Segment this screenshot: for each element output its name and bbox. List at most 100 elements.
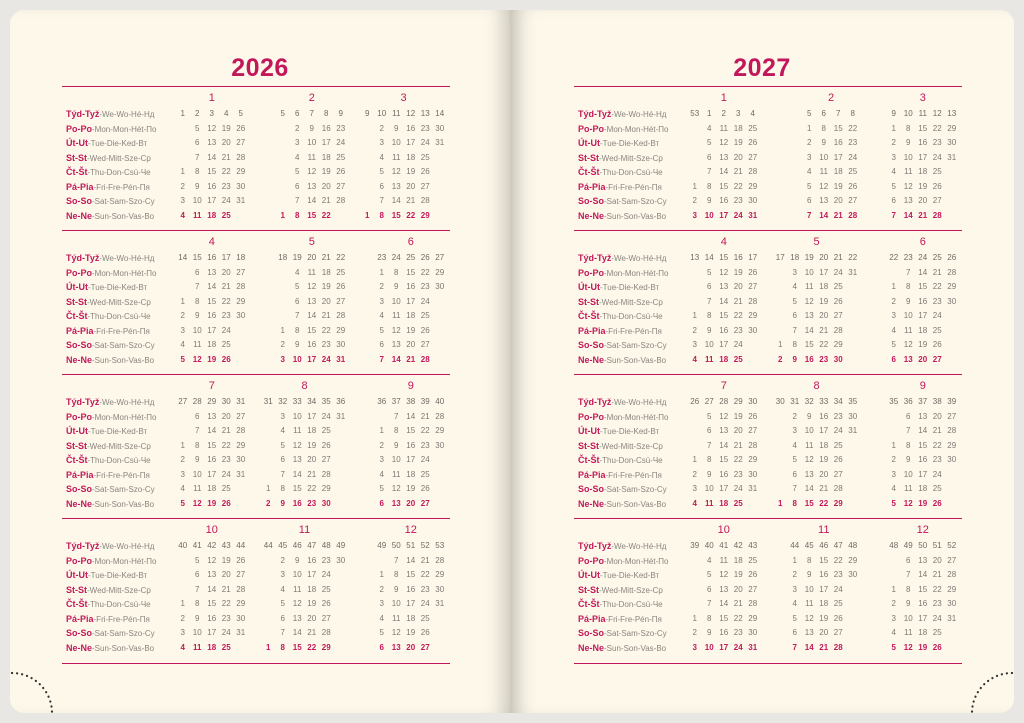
row-label-translations: -Sun-Son-Vas-Во [92, 499, 155, 509]
day-cell: 7 [379, 354, 384, 364]
day-cell: 13 [292, 455, 302, 464]
day-cell: 27 [947, 555, 957, 565]
day-cell: 30 [435, 282, 445, 291]
day-cell: 11 [904, 167, 913, 176]
day-cell: 8 [195, 440, 200, 450]
day-cell: 14 [391, 354, 401, 364]
tuesday-row: 6 13 20 27 [688, 424, 761, 439]
week-number: 17 [775, 253, 785, 262]
week-number: 18 [278, 253, 288, 262]
day-cell: 28 [947, 426, 957, 435]
week-number: 39 [947, 397, 957, 406]
row-label-translations: -Thu-Don-Csü-Че [87, 312, 151, 321]
day-cell: 9 [394, 123, 399, 133]
row-label-translations: -Sun-Son-Vas-Во [604, 643, 667, 653]
sunday-row: 3 10 17 24 31 [688, 209, 761, 224]
week-number: 30 [775, 397, 785, 406]
month-grid: 2 5 6 7 8 9 2 9 16 23 3 10 17 24 4 11 18 25 5 12 19 26 6 13 20 27… [276, 87, 349, 223]
day-cell [261, 568, 276, 583]
row-label-translations: -Wed-Mitt-Sze-Ср [599, 441, 663, 451]
day-cell [433, 626, 448, 641]
month-grid: 12 49 50 51 52 53 7 14 21 28 1 8 15 22 29 2 9 16 23 30 3 10 17… [375, 519, 448, 655]
day-cell: 7 [792, 484, 797, 493]
day-cell: 14 [406, 555, 416, 565]
thursday-row: 3 10 17 24 31 [375, 597, 448, 612]
week-number-row: 49 50 51 52 53 [375, 539, 448, 554]
month-number: 3 [400, 92, 407, 104]
day-cell: 17 [207, 196, 217, 205]
day-cell [945, 180, 960, 195]
day-cell: 25 [321, 584, 331, 594]
day-cell: 26 [748, 267, 758, 277]
monday-row: 1 8 15 22 [802, 122, 860, 137]
day-cell: 18 [406, 311, 416, 320]
row-label-short: Pá-Pia [66, 181, 94, 192]
day-cell: 13 [207, 138, 217, 147]
day-cell: 4 [379, 469, 384, 479]
day-cell: 30 [748, 469, 758, 479]
day-cell: 9 [707, 469, 712, 479]
day-cell [276, 136, 291, 151]
day-cell: 12 [804, 613, 814, 623]
quarter-block: Týd-Tyž-We-Wo-Hé-Нд Po-Po-Mon-Mon-Hét-По Ú… [574, 374, 962, 518]
day-cell: 16 [804, 354, 814, 364]
monday-row: 4 11 18 25 [688, 554, 761, 569]
day-cell: 8 [394, 267, 399, 277]
day-cell [846, 497, 861, 512]
day-cell: 28 [833, 642, 843, 652]
day-cell: 9 [394, 440, 399, 450]
monday-row: 3 10 17 24 31 [773, 266, 860, 281]
row-label-short: Út-Ut [578, 138, 600, 148]
week-number: 5 [238, 109, 243, 118]
week-number: 35 [848, 397, 858, 406]
day-cell: 30 [435, 123, 445, 133]
day-cell: 8 [906, 123, 911, 133]
day-cell [846, 641, 861, 656]
week-number-row: 14 15 16 17 18 [176, 251, 249, 266]
day-cell [261, 554, 276, 569]
day-cell: 1 [180, 440, 185, 450]
row-label-translations: -Sun-Son-Vas-Во [92, 211, 155, 221]
day-cell: 1 [266, 484, 271, 493]
thursday-row: 2 9 16 23 30 [176, 453, 249, 468]
day-cell: 23 [932, 599, 942, 608]
year-title: 2026 [231, 54, 289, 82]
day-cell: 22 [733, 455, 743, 464]
day-cell: 8 [792, 340, 797, 349]
day-cell: 1 [692, 311, 697, 320]
day-cell: 11 [805, 440, 814, 450]
day-cell: 4 [280, 584, 285, 594]
day-cell: 26 [833, 455, 843, 464]
day-cell: 19 [321, 282, 331, 291]
week-number: 14 [704, 253, 714, 262]
row-label-saturday: So-So-Sat-Sam-Szo-Су [66, 194, 156, 209]
week-number: 53 [690, 109, 700, 118]
monday-row: 1 8 15 22 29 [375, 266, 448, 281]
sunday-row: 4 11 18 25 [176, 641, 249, 656]
week-number: 36 [903, 397, 913, 406]
month-grid: 1 53 1 2 3 4 4 11 18 25 5 12 19 26 6 13 20 27 7 14 21 28 1 8 15 2… [688, 87, 761, 223]
day-cell: 26 [321, 599, 331, 608]
day-cell: 25 [833, 599, 843, 608]
month-grid: 8 31 32 33 34 35 36 3 10 17 24 31 4 11 18 25 5 12 19 26 6 13 2… [261, 375, 348, 511]
day-cell: 26 [833, 296, 843, 306]
day-cell: 5 [379, 484, 384, 493]
day-cell: 29 [435, 570, 445, 579]
day-cell: 14 [804, 484, 814, 493]
day-cell [334, 568, 349, 583]
day-cell [773, 439, 788, 454]
day-cell: 12 [391, 484, 401, 493]
row-label-short: Pá-Pia [578, 181, 606, 192]
day-cell: 12 [307, 282, 317, 291]
row-label-sunday: Ne-Ne-Sun-Son-Vas-Во [578, 209, 668, 224]
day-cell: 21 [307, 469, 317, 479]
day-cell: 11 [193, 642, 202, 652]
day-cell: 9 [807, 411, 812, 421]
day-cell [276, 266, 291, 281]
week-number: 22 [848, 253, 858, 262]
row-label-short: Út-Ut [66, 282, 88, 292]
day-cell: 22 [307, 484, 317, 493]
day-cell [688, 554, 703, 569]
day-cell: 14 [307, 311, 317, 320]
saturday-row: 4 11 18 25 [176, 338, 249, 353]
